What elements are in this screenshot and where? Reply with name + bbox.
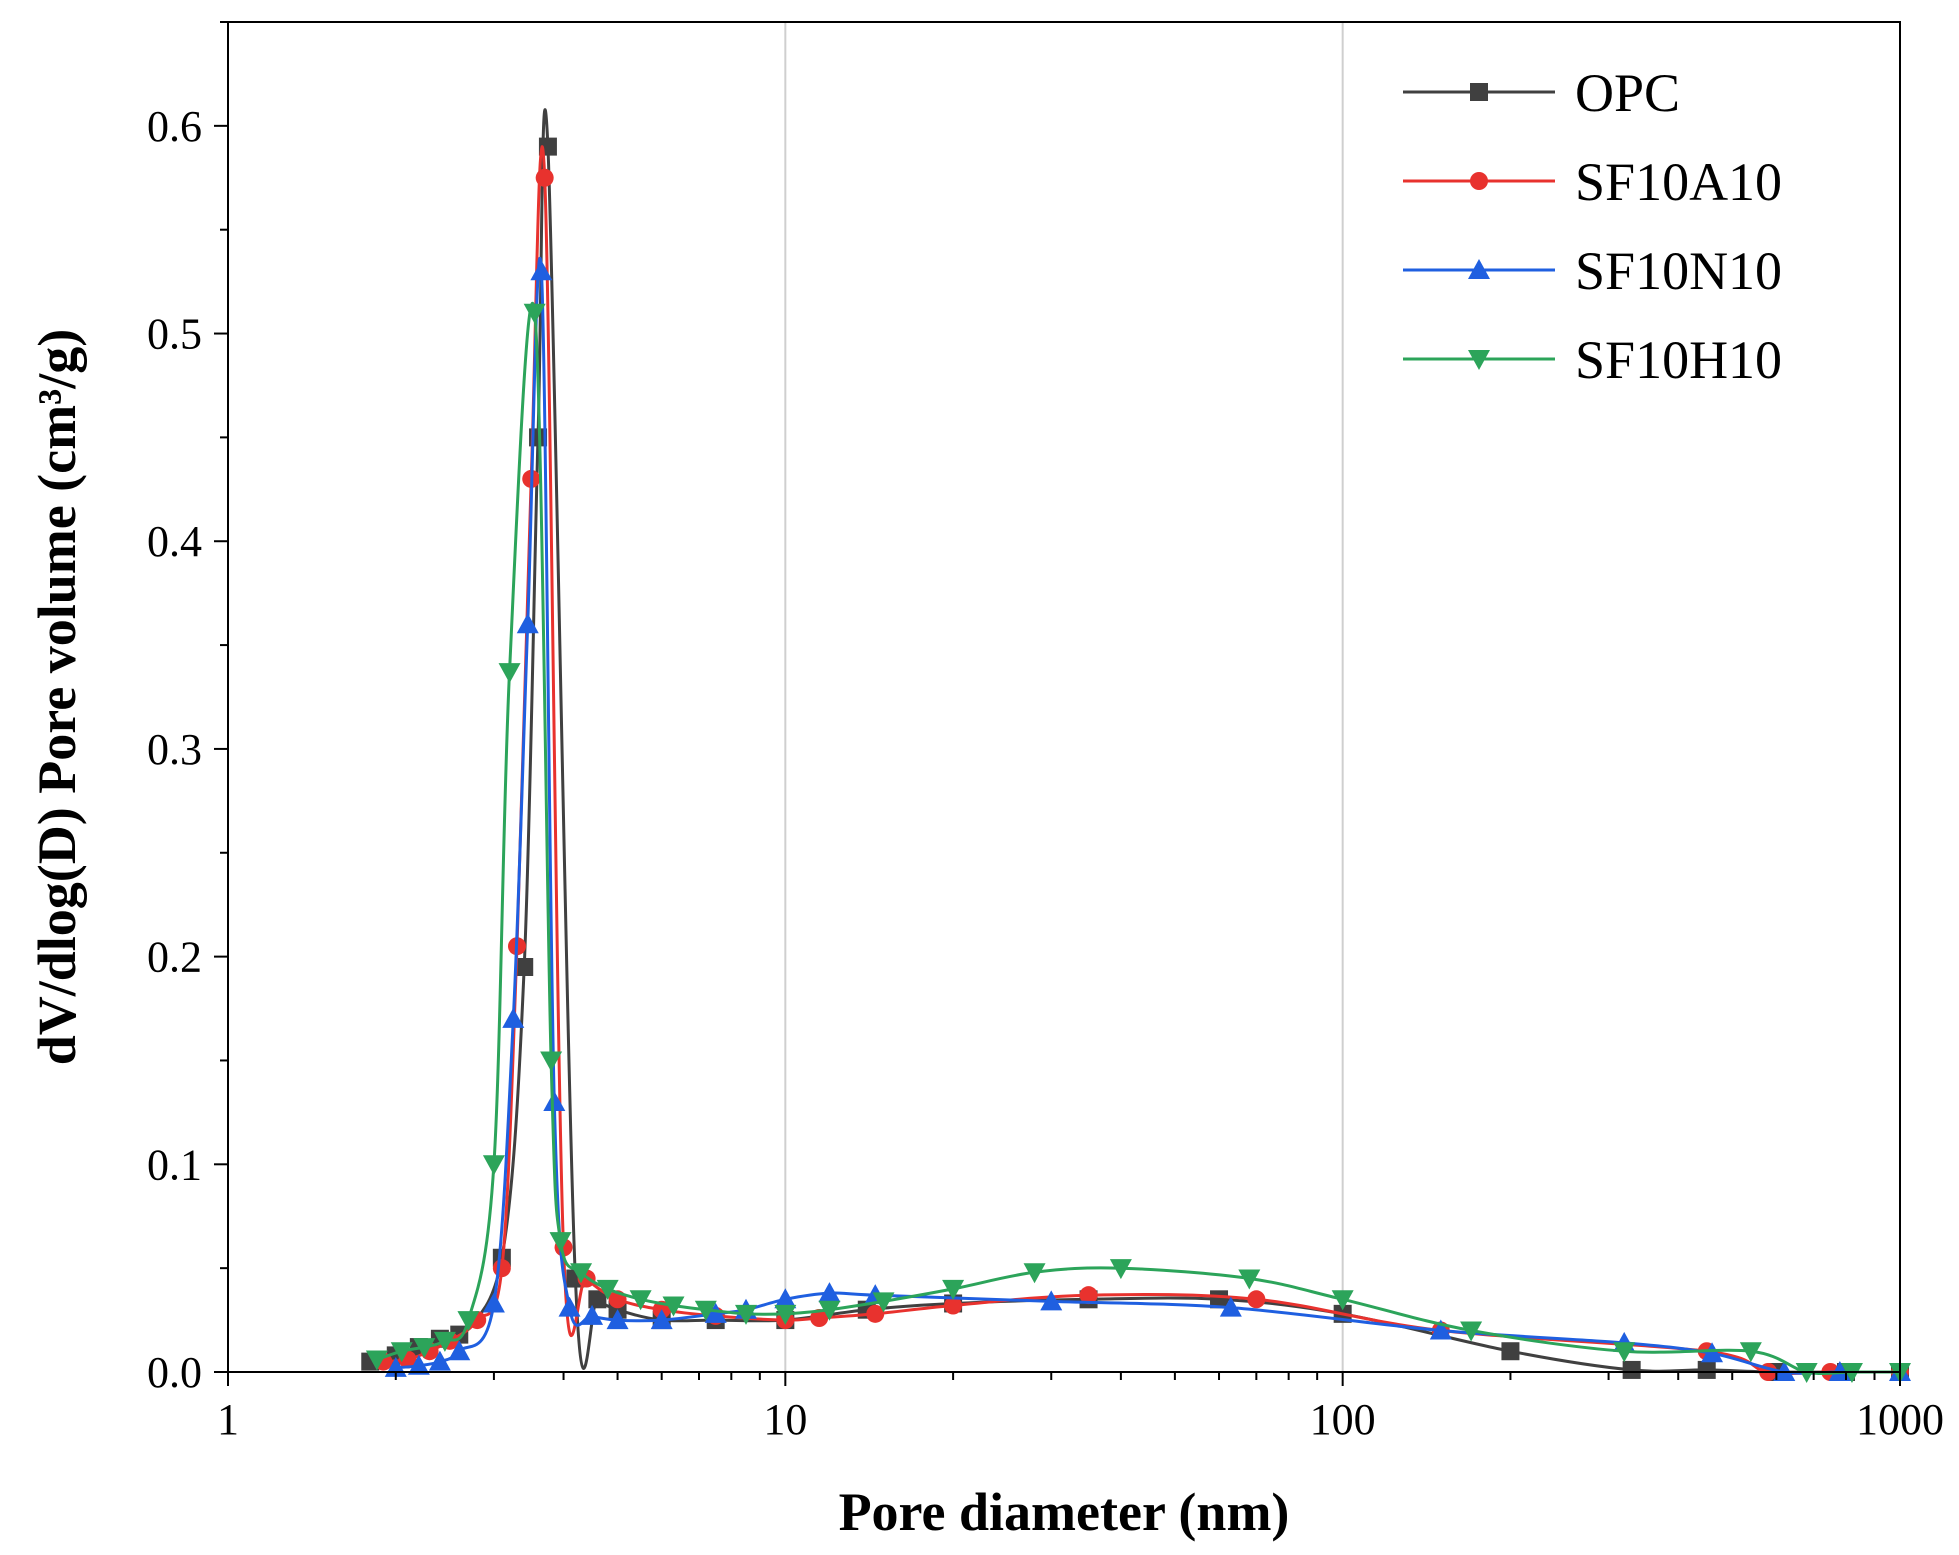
data-point-opc (1501, 1342, 1520, 1361)
data-point-sf10h10 (629, 1290, 652, 1311)
data-point-opc (515, 958, 534, 976)
series-line-sf10n10 (395, 257, 1900, 1375)
data-point-sf10h10 (433, 1331, 456, 1352)
legend-marker-sf10a10 (1470, 172, 1488, 190)
data-point-opc (1622, 1360, 1641, 1379)
data-point-sf10n10 (543, 1091, 566, 1111)
series-sf10h10 (365, 301, 1911, 1383)
data-point-sf10h10 (1739, 1342, 1762, 1363)
axes: 1 10 100 1000 0.0 0.1 0.2 0.3 0.4 0.5 0.6 (147, 21, 1944, 1444)
legend-label-sf10a10: SF10A10 (1575, 152, 1782, 212)
data-point-sf10a10 (535, 168, 554, 187)
data-point-sf10n10 (516, 613, 539, 634)
data-point-sf10h10 (570, 1263, 593, 1284)
legend-marker-sf10n10 (1468, 259, 1490, 279)
data-point-sf10n10 (818, 1282, 841, 1303)
data-point-opc (1697, 1360, 1716, 1379)
y-tick-label: 0.4 (147, 517, 202, 566)
data-point-sf10h10 (365, 1350, 388, 1371)
data-point-sf10n10 (502, 1007, 525, 1028)
series-line-sf10h10 (376, 301, 1900, 1376)
data-point-sf10h10 (390, 1342, 413, 1363)
data-point-sf10a10 (866, 1304, 885, 1323)
y-tick-label: 0.6 (147, 102, 202, 151)
data-point-sf10a10 (1079, 1286, 1098, 1305)
data-point-sf10h10 (523, 303, 546, 324)
series-line-sf10a10 (383, 145, 1900, 1376)
data-point-sf10n10 (407, 1354, 430, 1375)
x-tick-label: 10 (763, 1395, 807, 1444)
data-point-sf10h10 (662, 1296, 685, 1317)
data-point-sf10h10 (540, 1051, 563, 1072)
x-tick-label: 1000 (1856, 1395, 1944, 1444)
legend-marker-sf10h10 (1468, 350, 1490, 370)
plot-frame (227, 21, 1901, 1373)
data-point-sf10h10 (1238, 1269, 1261, 1290)
data-point-sf10h10 (1460, 1321, 1483, 1342)
data-point-sf10n10 (428, 1350, 451, 1371)
data-point-sf10h10 (482, 1155, 505, 1176)
data-point-sf10a10 (944, 1296, 963, 1315)
data-point-sf10h10 (694, 1300, 717, 1321)
data-point-sf10n10 (482, 1292, 505, 1313)
y-tick-label: 0.2 (147, 933, 202, 982)
data-point-sf10n10 (558, 1296, 581, 1317)
data-point-sf10n10 (650, 1309, 673, 1330)
data-point-sf10n10 (1429, 1319, 1452, 1340)
legend-item-opc: OPC (1403, 63, 1680, 123)
data-point-sf10n10 (1219, 1296, 1242, 1317)
grid-lines (784, 22, 1344, 1372)
y-tick-label: 0.5 (147, 310, 202, 359)
data-point-sf10n10 (774, 1288, 797, 1309)
x-tick-label: 1 (217, 1395, 239, 1444)
data-point-sf10h10 (596, 1279, 619, 1300)
data-point-sf10n10 (606, 1309, 629, 1330)
data-point-sf10n10 (704, 1302, 727, 1323)
legend-item-sf10a10: SF10A10 (1403, 152, 1782, 212)
data-point-sf10h10 (734, 1304, 757, 1325)
data-point-sf10n10 (448, 1340, 471, 1361)
y-axis-title: dV/dlog(D) Pore volume (cm³/g) (27, 329, 87, 1066)
y-tick-label: 0.1 (147, 1140, 202, 1189)
data-point-sf10h10 (1023, 1263, 1046, 1284)
series-layer (361, 108, 1911, 1383)
data-point-sf10n10 (581, 1304, 604, 1325)
data-point-sf10h10 (549, 1232, 572, 1253)
data-point-sf10h10 (872, 1292, 895, 1313)
data-point-sf10n10 (1040, 1290, 1063, 1311)
data-point-sf10h10 (1331, 1290, 1354, 1311)
data-point-sf10n10 (1701, 1342, 1724, 1363)
data-point-sf10h10 (774, 1304, 797, 1325)
data-point-sf10a10 (492, 1259, 511, 1278)
data-point-sf10h10 (1613, 1342, 1636, 1363)
data-point-sf10h10 (942, 1279, 965, 1300)
legend-label-opc: OPC (1575, 63, 1680, 123)
x-tick-label: 100 (1310, 1395, 1376, 1444)
data-point-sf10n10 (530, 260, 553, 281)
data-point-sf10h10 (413, 1338, 436, 1359)
legend-label-sf10n10: SF10N10 (1575, 241, 1782, 301)
data-point-sf10h10 (818, 1300, 841, 1321)
data-point-sf10h10 (1109, 1259, 1132, 1280)
y-tick-label: 0.3 (147, 725, 202, 774)
legend: OPC SF10A10 SF10N10 SF10H10 (1403, 63, 1782, 390)
legend-item-sf10n10: SF10N10 (1403, 241, 1782, 301)
x-axis-title: Pore diameter (nm) (839, 1482, 1290, 1542)
data-point-sf10a10 (1247, 1290, 1266, 1309)
data-point-sf10a10 (810, 1309, 829, 1327)
data-point-opc (588, 1290, 607, 1309)
legend-label-sf10h10: SF10H10 (1575, 330, 1782, 390)
legend-marker-opc (1470, 83, 1488, 101)
y-tick-label: 0.0 (147, 1348, 202, 1397)
data-point-sf10h10 (457, 1311, 480, 1332)
legend-item-sf10h10: SF10H10 (1403, 330, 1782, 390)
data-point-sf10h10 (498, 663, 521, 684)
